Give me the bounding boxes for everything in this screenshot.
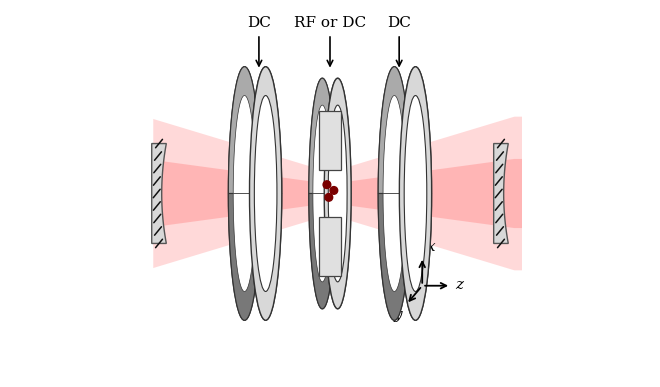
Ellipse shape bbox=[313, 105, 332, 282]
Ellipse shape bbox=[233, 96, 256, 291]
FancyBboxPatch shape bbox=[319, 111, 341, 170]
Text: RF or DC: RF or DC bbox=[294, 16, 366, 30]
Text: x: x bbox=[427, 240, 436, 254]
Circle shape bbox=[323, 181, 331, 188]
Polygon shape bbox=[153, 159, 522, 228]
Polygon shape bbox=[228, 194, 282, 320]
Ellipse shape bbox=[404, 96, 427, 291]
Circle shape bbox=[325, 194, 333, 201]
Ellipse shape bbox=[324, 78, 351, 309]
Text: DC: DC bbox=[247, 16, 271, 30]
Polygon shape bbox=[228, 67, 282, 194]
Polygon shape bbox=[233, 194, 277, 291]
Polygon shape bbox=[383, 194, 427, 291]
Polygon shape bbox=[313, 194, 347, 282]
Polygon shape bbox=[494, 144, 508, 243]
Polygon shape bbox=[153, 116, 522, 271]
Polygon shape bbox=[378, 67, 432, 194]
Polygon shape bbox=[378, 194, 432, 320]
FancyBboxPatch shape bbox=[319, 217, 341, 276]
Ellipse shape bbox=[249, 67, 282, 320]
Circle shape bbox=[330, 187, 338, 194]
Text: DC: DC bbox=[387, 16, 411, 30]
Ellipse shape bbox=[228, 67, 261, 320]
Ellipse shape bbox=[383, 96, 406, 291]
Ellipse shape bbox=[254, 96, 277, 291]
Polygon shape bbox=[313, 105, 347, 194]
Ellipse shape bbox=[328, 105, 347, 282]
Polygon shape bbox=[309, 194, 351, 309]
Text: y: y bbox=[393, 308, 402, 322]
Polygon shape bbox=[152, 144, 166, 243]
Ellipse shape bbox=[399, 67, 432, 320]
Polygon shape bbox=[309, 78, 351, 194]
Polygon shape bbox=[233, 96, 277, 194]
Ellipse shape bbox=[309, 78, 336, 309]
Polygon shape bbox=[383, 96, 427, 194]
Ellipse shape bbox=[378, 67, 411, 320]
Text: z: z bbox=[455, 278, 463, 292]
